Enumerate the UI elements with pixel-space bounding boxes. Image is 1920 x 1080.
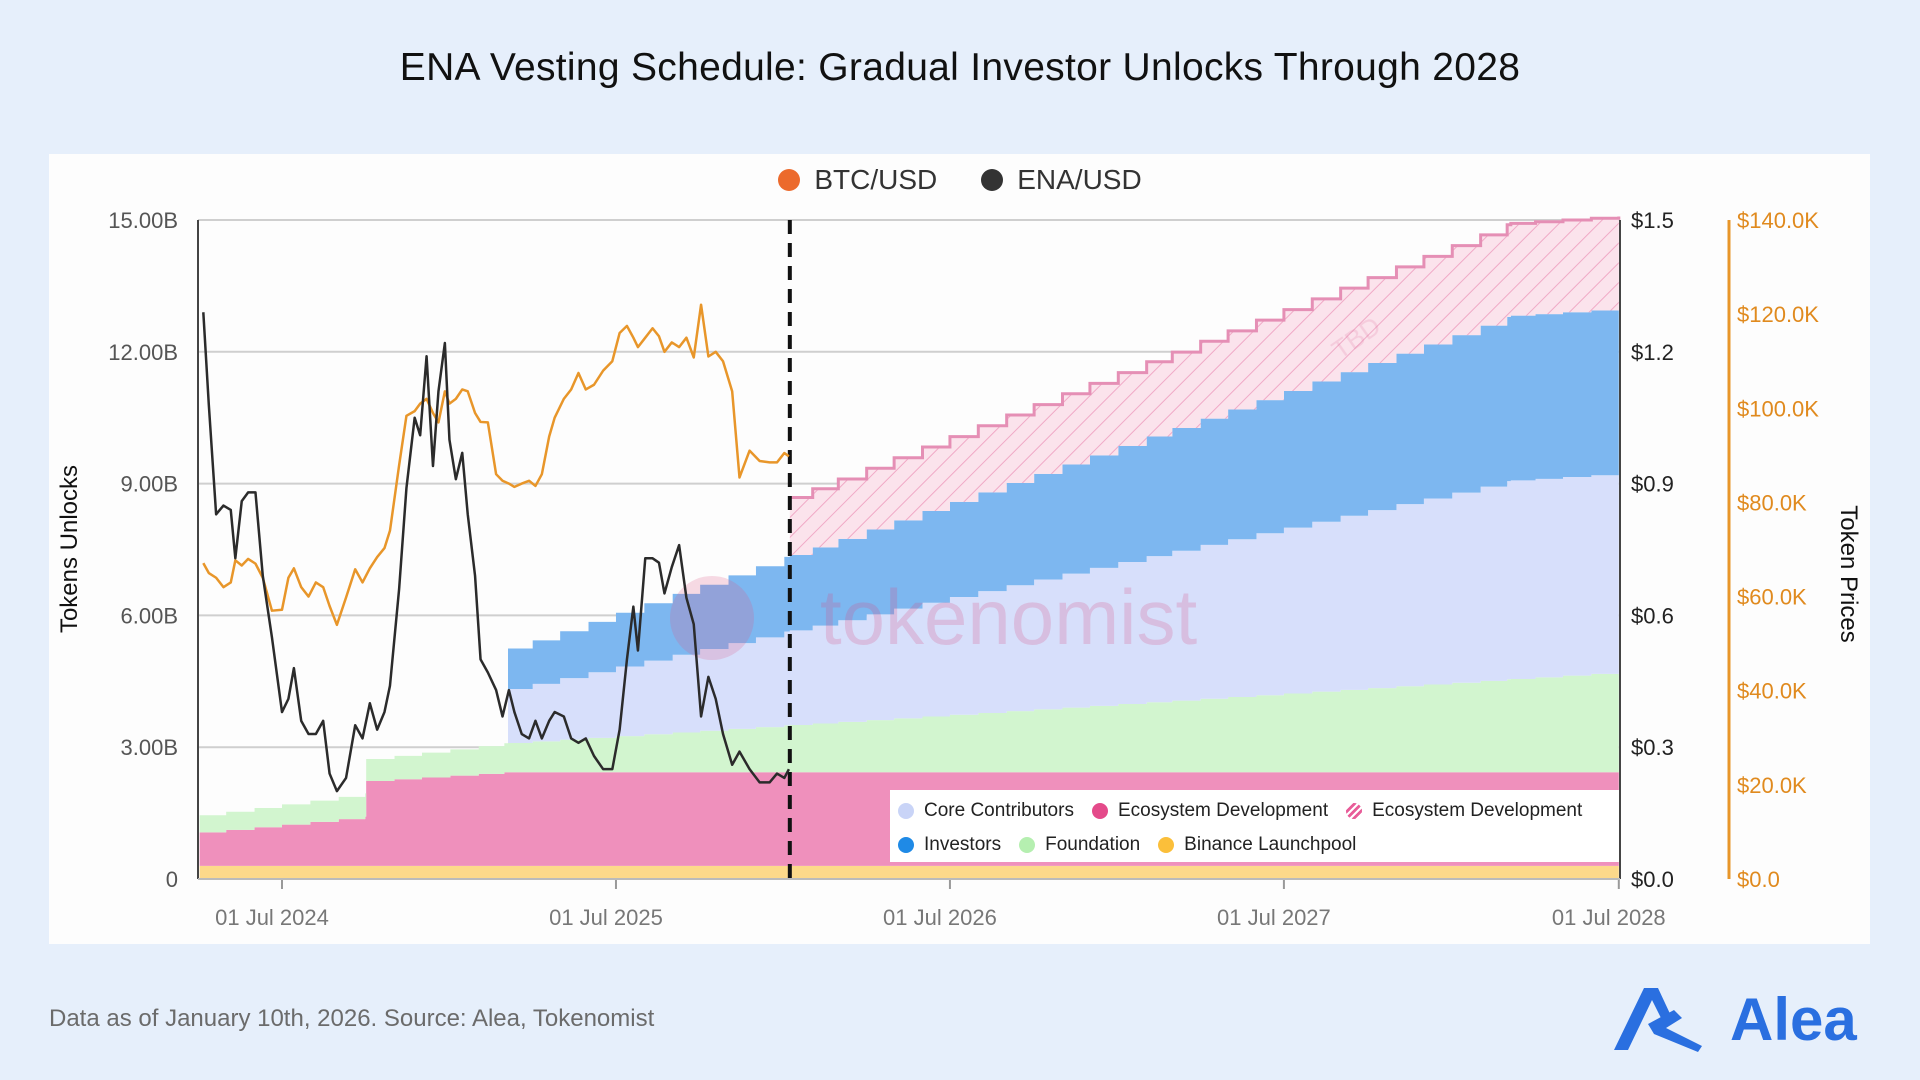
footer-source: Data as of January 10th, 2026. Source: A… [49, 1005, 655, 1032]
ena-price-line [202, 312, 791, 793]
legend-label: Ecosystem Development [1117, 800, 1329, 821]
hatched-dot-icon [1346, 803, 1363, 819]
legend-item[interactable]: Foundation [1019, 834, 1140, 856]
legend-label: Investors [924, 834, 1002, 855]
vesting-legend: Core Contributors Ecosystem Development Ec… [890, 790, 1619, 862]
y-tick-label: 3.00B [121, 735, 179, 760]
legend-row: Core Contributors Ecosystem Development Ec… [898, 800, 1582, 822]
x-tick-label: 01 Jul 2025 [549, 905, 663, 930]
area-investors [508, 308, 1619, 689]
price-lines [202, 220, 792, 879]
y-tick-label: 6.00B [121, 603, 179, 628]
legend-item[interactable]: Investors [898, 834, 1001, 856]
axes: 0 3.00B 6.00B 9.00B 12.00B 15.00B $0.0 $0.3 $0.6… [108, 208, 1819, 930]
tokenomist-logo-icon [670, 576, 754, 660]
y-tick-label: 15.00B [108, 208, 178, 233]
watermark-text: tokenomist [820, 573, 1197, 661]
legend-item[interactable]: Ecosystem Development [1346, 800, 1582, 822]
legend-label: Foundation [1045, 834, 1141, 855]
y3-tick-label: $0.0 [1737, 867, 1780, 892]
y2-tick-label: $0.6 [1631, 603, 1674, 628]
hatched-top-edge [789, 216, 1621, 499]
y-tick-label: 0 [166, 867, 178, 892]
y-tick-label: 9.00B [121, 472, 179, 497]
y3-tick-label: $40.0K [1737, 679, 1807, 704]
legend-label: BTC/USD [814, 164, 938, 195]
x-tick-label: 01 Jul 2027 [1217, 905, 1331, 930]
y3-tick-label: $60.0K [1737, 585, 1807, 610]
legend-label: Core Contributors [924, 800, 1074, 821]
ena-dot-icon [981, 169, 1004, 191]
y2-tick-label: $0.3 [1631, 735, 1674, 760]
area-ecosystem-development-hatched [789, 216, 1619, 555]
x-tick-label: 01 Jul 2028 [1552, 905, 1666, 930]
legend-item[interactable]: Core Contributors [898, 800, 1074, 822]
btc-dot-icon [778, 169, 801, 191]
legend-dot-icon [1158, 837, 1175, 853]
legend-label: Ecosystem Development [1372, 800, 1583, 821]
legend-row: Investors Foundation Binance Launchpool [898, 834, 1356, 856]
legend-item[interactable]: Binance Launchpool [1158, 834, 1356, 856]
legend-label: ENA/USD [1017, 164, 1142, 195]
y2-axis-title: Token Prices [1835, 505, 1862, 643]
y2-tick-label: $0.9 [1631, 472, 1674, 497]
y2-tick-label: $0.0 [1631, 867, 1674, 892]
logo-text: Alea [1730, 986, 1857, 1053]
y3-tick-label: $100.0K [1737, 396, 1819, 421]
y3-tick-label: $80.0K [1737, 490, 1807, 515]
legend-dot-icon [898, 803, 914, 819]
alea-logo-icon [1614, 987, 1702, 1052]
legend-dot-icon [1091, 803, 1108, 819]
btc-price-line [202, 303, 790, 627]
vesting-areas [199, 216, 1621, 879]
area-core-contributors [508, 473, 1619, 744]
legend-label: Binance Launchpool [1184, 834, 1357, 855]
legend-dot-icon [898, 837, 914, 853]
legend-item[interactable]: Ecosystem Development [1091, 800, 1329, 822]
price-legend: BTC/USD ENA/USD [0, 164, 1920, 196]
chart-title: ENA Vesting Schedule: Gradual Investor U… [399, 46, 1521, 89]
legend-ena[interactable]: ENA/USD [981, 164, 1142, 196]
y2-tick-label: $1.5 [1631, 208, 1674, 233]
legend-dot-icon [1019, 837, 1036, 853]
x-tick-label: 01 Jul 2026 [883, 905, 997, 930]
area-binance-launchpool [199, 865, 1619, 879]
area-foundation [199, 672, 1619, 833]
y3-tick-label: $140.0K [1737, 208, 1819, 233]
x-tick-label: 01 Jul 2024 [215, 905, 329, 930]
y-tick-label: 12.00B [108, 340, 178, 365]
y-axis-title: Tokens Unlocks [56, 464, 83, 634]
y3-tick-label: $120.0K [1737, 302, 1819, 327]
y2-tick-label: $1.2 [1631, 340, 1674, 365]
alea-logo: Alea [1614, 985, 1857, 1054]
y3-tick-label: $20.0K [1737, 773, 1807, 798]
legend-btc[interactable]: BTC/USD [778, 164, 937, 196]
